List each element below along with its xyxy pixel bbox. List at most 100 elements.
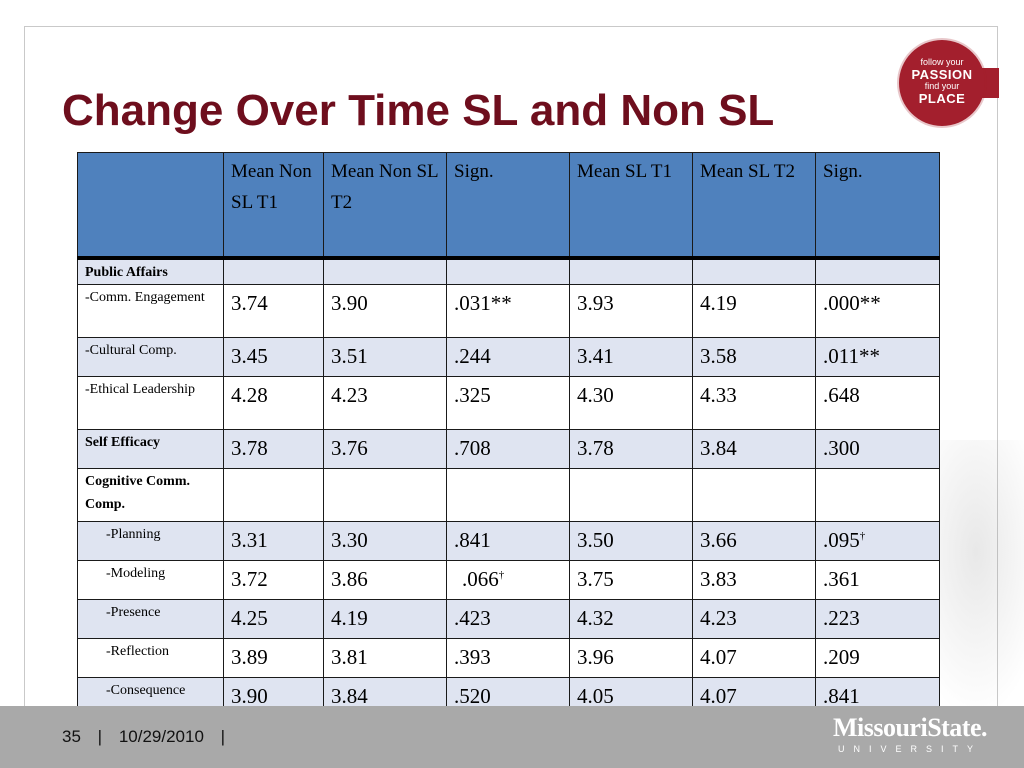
table-cell-with-dagger: .095† xyxy=(815,520,940,561)
table-cell: 3.78 xyxy=(223,428,324,469)
row-label-presence: -Presence xyxy=(77,598,224,639)
table-cell: 3.31 xyxy=(223,520,324,561)
header-sign-sl: Sign. xyxy=(815,152,940,260)
table-cell xyxy=(323,467,447,522)
table-cell: .000** xyxy=(815,283,940,338)
row-label-modeling: -Modeling xyxy=(77,559,224,600)
table-cell: 3.41 xyxy=(569,336,693,377)
table-cell: 3.66 xyxy=(692,520,816,561)
table-cell: 4.32 xyxy=(569,598,693,639)
table-cell: 3.96 xyxy=(569,637,693,678)
table-cell xyxy=(223,467,324,522)
table-cell: .223 xyxy=(815,598,940,639)
badge-line-3: find your xyxy=(924,81,960,92)
table-cell: .648 xyxy=(815,375,940,430)
table-row: Self Efficacy 3.78 3.76 .708 3.78 3.84 .… xyxy=(77,428,940,469)
slide-title: Change Over Time SL and Non SL xyxy=(62,86,775,135)
table-cell: .011** xyxy=(815,336,940,377)
header-mean-non-sl-t2: Mean Non SL T2 xyxy=(323,152,447,260)
table-cell: 3.89 xyxy=(223,637,324,678)
table-row: Public Affairs xyxy=(77,257,940,285)
badge-line-1: follow your xyxy=(920,57,964,67)
table-cell: .244 xyxy=(446,336,570,377)
table-cell: 3.75 xyxy=(569,559,693,600)
table-cell: 4.23 xyxy=(323,375,447,430)
row-label-cognitive-comm-comp: Cognitive Comm. Comp. xyxy=(77,467,224,522)
table-cell xyxy=(569,257,693,285)
table-cell: 3.51 xyxy=(323,336,447,377)
table-cell: .300 xyxy=(815,428,940,469)
dagger-mark: † xyxy=(859,529,866,542)
table-cell: 4.28 xyxy=(223,375,324,430)
footer-bar xyxy=(0,706,1024,768)
table-cell: 4.23 xyxy=(692,598,816,639)
table-cell: 3.74 xyxy=(223,283,324,338)
table-cell xyxy=(446,467,570,522)
table-cell xyxy=(692,467,816,522)
table-cell: 4.19 xyxy=(323,598,447,639)
table-row: -Reflection 3.89 3.81 .393 3.96 4.07 .20… xyxy=(77,637,940,678)
row-label-ethical-leadership: -Ethical Leadership xyxy=(77,375,224,430)
header-mean-non-sl-t1: Mean Non SL T1 xyxy=(223,152,324,260)
table-cell: 3.45 xyxy=(223,336,324,377)
table-cell: .361 xyxy=(815,559,940,600)
table-cell: 3.50 xyxy=(569,520,693,561)
badge-line-2: PASSION xyxy=(911,66,973,82)
row-label-reflection: -Reflection xyxy=(77,637,224,678)
table-row: Cognitive Comm. Comp. xyxy=(77,467,940,522)
table-cell xyxy=(692,257,816,285)
table-cell: .393 xyxy=(446,637,570,678)
table-cell: 4.30 xyxy=(569,375,693,430)
header-sign-non-sl: Sign. xyxy=(446,152,570,260)
header-mean-sl-t1: Mean SL T1 xyxy=(569,152,693,260)
table-cell: .423 xyxy=(446,598,570,639)
table-cell xyxy=(815,257,940,285)
footer-separator: | xyxy=(220,727,226,746)
table-cell-with-dagger: .066† xyxy=(446,559,570,600)
footer-info: 35 | 10/29/2010 | xyxy=(62,727,237,747)
table-cell: .325 xyxy=(446,375,570,430)
table-cell xyxy=(569,467,693,522)
row-label-planning: -Planning xyxy=(77,520,224,561)
passion-badge-logo: follow your PASSION find your PLACE xyxy=(893,40,999,126)
table-cell: 3.90 xyxy=(323,283,447,338)
page-number: 35 xyxy=(62,727,81,746)
table-cell: 4.33 xyxy=(692,375,816,430)
table-cell: 3.58 xyxy=(692,336,816,377)
change-over-time-table: Mean Non SL T1 Mean Non SL T2 Sign. Mean… xyxy=(77,152,940,717)
table-cell xyxy=(446,257,570,285)
table-row: -Planning 3.31 3.30 .841 3.50 3.66 .095† xyxy=(77,520,940,561)
table-row: -Presence 4.25 4.19 .423 4.32 4.23 .223 xyxy=(77,598,940,639)
table-cell xyxy=(223,257,324,285)
table-cell: 4.19 xyxy=(692,283,816,338)
table-cell: 3.76 xyxy=(323,428,447,469)
row-label-cultural-comp: -Cultural Comp. xyxy=(77,336,224,377)
table-cell: 3.81 xyxy=(323,637,447,678)
table-cell xyxy=(323,257,447,285)
table-row: -Cultural Comp. 3.45 3.51 .244 3.41 3.58… xyxy=(77,336,940,377)
logo-subtitle: UNIVERSITY xyxy=(837,744,982,754)
table-cell: 3.84 xyxy=(692,428,816,469)
table-cell: 3.30 xyxy=(323,520,447,561)
table-cell: 3.83 xyxy=(692,559,816,600)
table-cell: 3.72 xyxy=(223,559,324,600)
footer-date: 10/29/2010 xyxy=(118,727,204,746)
badge-circle: follow your PASSION find your PLACE xyxy=(899,40,985,126)
table-cell: .708 xyxy=(446,428,570,469)
cell-value: .066 xyxy=(462,566,499,591)
logo-name: MissouriState. xyxy=(832,713,988,742)
table-cell: .031** xyxy=(446,283,570,338)
header-cell-blank xyxy=(77,152,224,260)
row-label-public-affairs: Public Affairs xyxy=(77,257,224,285)
table-cell: 3.86 xyxy=(323,559,447,600)
table-cell xyxy=(815,467,940,522)
table-cell: 3.78 xyxy=(569,428,693,469)
table-row: -Ethical Leadership 4.28 4.23 .325 4.30 … xyxy=(77,375,940,430)
table-cell: 4.25 xyxy=(223,598,324,639)
table-row: -Comm. Engagement 3.74 3.90 .031** 3.93 … xyxy=(77,283,940,338)
table-cell: 4.07 xyxy=(692,637,816,678)
table-row: -Modeling 3.72 3.86 .066† 3.75 3.83 .361 xyxy=(77,559,940,600)
missouri-state-logo: MissouriState. UNIVERSITY xyxy=(820,714,1000,760)
footer-separator: | xyxy=(97,727,103,746)
cell-value: .095 xyxy=(823,527,860,552)
